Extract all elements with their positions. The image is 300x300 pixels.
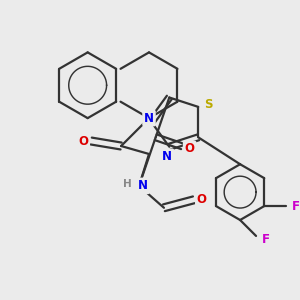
Text: N: N bbox=[144, 112, 154, 124]
Text: F: F bbox=[292, 200, 300, 213]
Text: F: F bbox=[262, 233, 270, 246]
Text: N: N bbox=[138, 179, 148, 192]
Text: N: N bbox=[162, 150, 172, 163]
Text: O: O bbox=[197, 193, 207, 206]
Text: S: S bbox=[204, 98, 212, 111]
Text: O: O bbox=[78, 134, 88, 148]
Text: H: H bbox=[123, 179, 131, 189]
Text: O: O bbox=[184, 142, 195, 155]
